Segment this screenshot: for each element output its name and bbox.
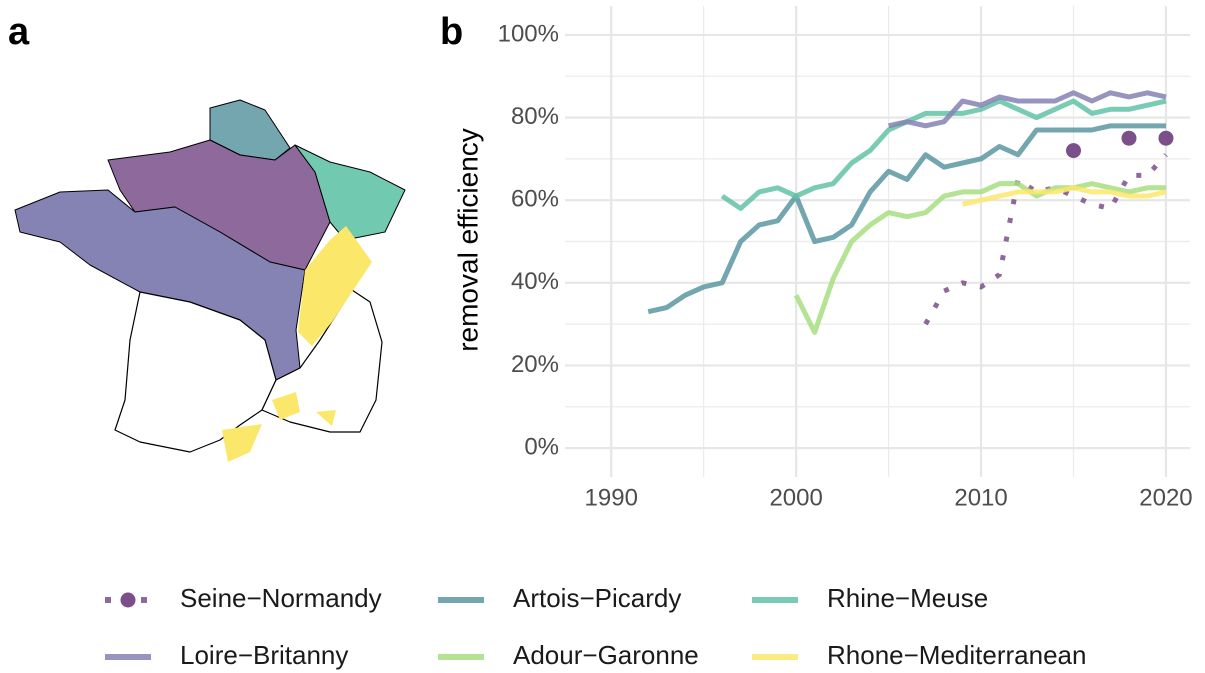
series-line <box>720 98 1167 211</box>
legend-label: Loire−Britanny <box>180 640 348 670</box>
y-tick-label: 60% <box>511 186 559 213</box>
region-rhone-upper <box>298 226 372 346</box>
series-point <box>1066 143 1082 159</box>
x-tick-label: 2010 <box>954 484 1007 511</box>
map <box>14 99 406 462</box>
series-line <box>923 153 1168 326</box>
legend-label: Adour−Garonne <box>513 640 699 670</box>
region-rhine-meuse <box>294 144 406 241</box>
series-point <box>1121 130 1137 146</box>
series-line <box>888 90 1167 129</box>
legend-point <box>120 592 136 608</box>
y-tick-label: 20% <box>511 351 559 378</box>
legend-label: Seine−Normandy <box>180 583 382 613</box>
x-tick-label: 2020 <box>1139 484 1192 511</box>
region-rhone-patch <box>272 392 300 420</box>
x-tick-label: 1990 <box>585 484 638 511</box>
y-tick-label: 40% <box>511 268 559 295</box>
legend-label: Artois−Picardy <box>513 583 681 613</box>
series-point <box>1158 130 1174 146</box>
y-tick-label: 0% <box>524 433 559 460</box>
series-line <box>647 123 1166 315</box>
legend-label: Rhone−Mediterranean <box>827 640 1086 670</box>
y-axis-label: removal efficiency <box>452 128 483 352</box>
y-tick-label: 80% <box>511 103 559 130</box>
region-rhone-south <box>222 424 262 462</box>
series-line <box>793 181 1166 335</box>
y-tick-label: 100% <box>498 20 559 47</box>
series-line <box>962 185 1167 207</box>
panel-label: a <box>8 11 30 53</box>
panel-label: b <box>440 11 463 53</box>
legend-label: Rhine−Meuse <box>827 583 988 613</box>
x-tick-label: 2000 <box>769 484 822 511</box>
region-rhone-patch <box>316 410 336 426</box>
